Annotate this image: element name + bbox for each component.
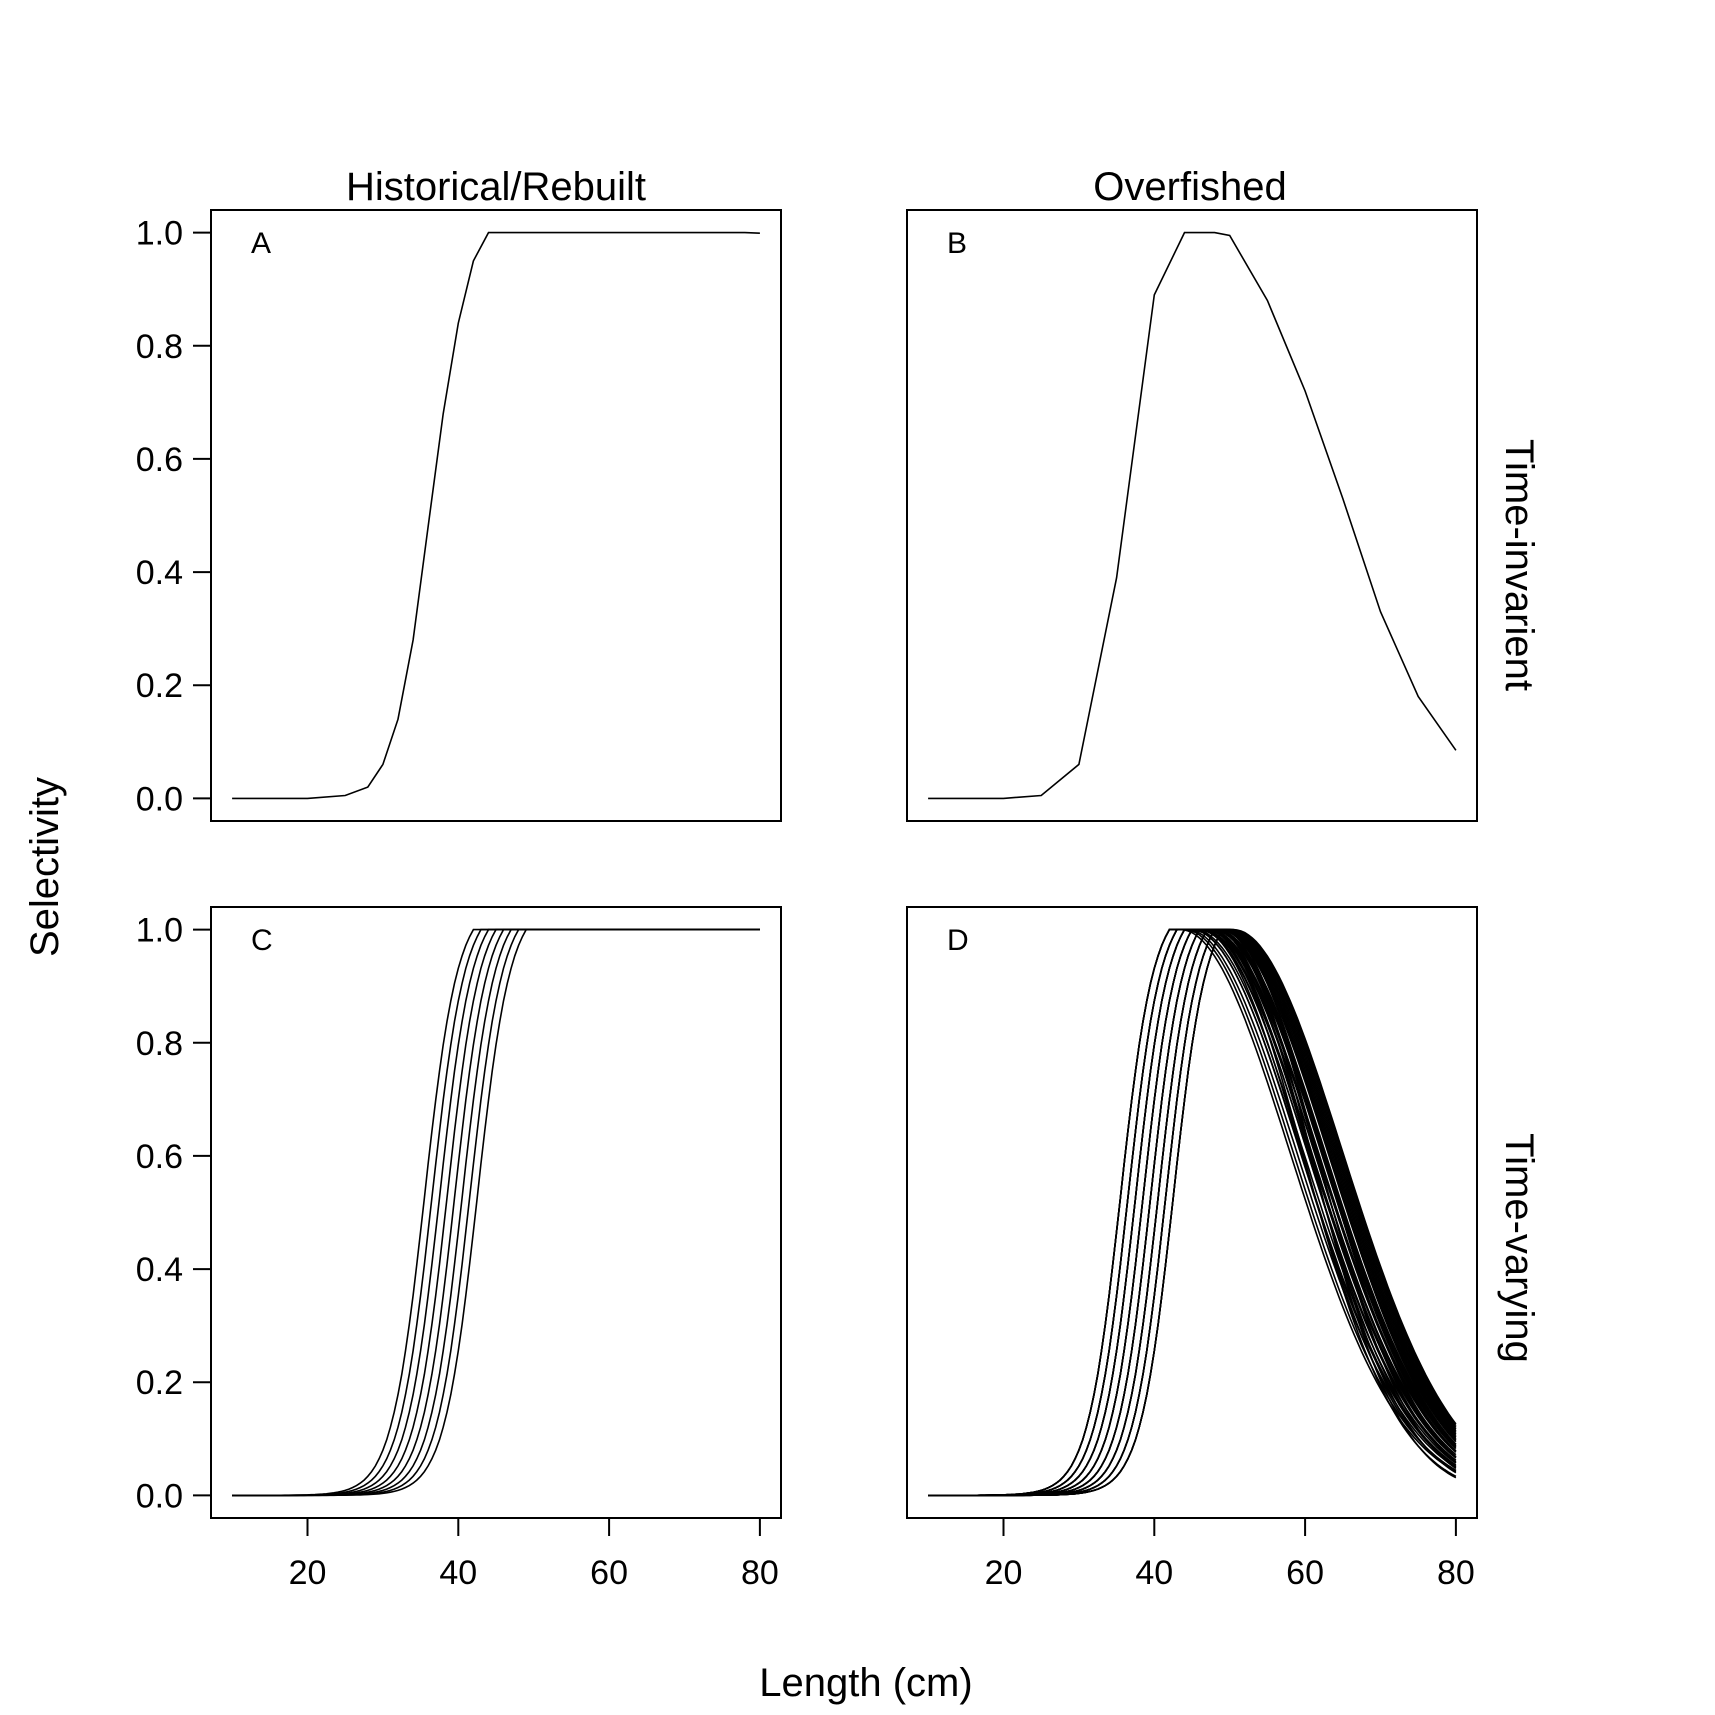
y-tick-label: 0.0: [136, 1477, 183, 1515]
x-tick-label: 60: [1286, 1554, 1324, 1592]
selectivity-curve-b-1: [928, 231, 1457, 800]
y-tick-label: 0.6: [136, 1138, 183, 1176]
x-tick-label: 40: [1135, 1554, 1173, 1592]
panel-a: 0.0 0.2 0.4 0.6 0.8 1.0 A: [136, 209, 782, 822]
column-title-overfished: Overfished: [1093, 165, 1286, 209]
x-tick-label: 60: [590, 1554, 628, 1592]
column-title-historical: Historical/Rebuilt: [346, 165, 646, 209]
plot-frame: [210, 209, 782, 822]
row-title-time-invariant: Time-invarient: [1497, 439, 1541, 691]
panel-b: B: [906, 209, 1478, 822]
x-tick-label: 80: [741, 1554, 779, 1592]
panel-letter: A: [251, 227, 271, 260]
x-tick-label: 40: [439, 1554, 477, 1592]
panel-letter: C: [251, 924, 273, 957]
panel-letter: B: [947, 227, 967, 260]
plot-frame: [906, 906, 1478, 1519]
selectivity-curve-a-1: [232, 231, 760, 800]
panel-d: 20 40 60 80 D: [906, 906, 1478, 1592]
x-axis-title: Length (cm): [759, 1661, 972, 1705]
y-tick-label: 0.6: [136, 441, 183, 479]
selectivity-curve-d-40: [928, 928, 1457, 1497]
panel-letter: D: [947, 924, 969, 957]
panel-c: 0.0 0.2 0.4 0.6 0.8 1.0 20 40 60 80 C: [136, 906, 782, 1592]
y-tick-label: 0.8: [136, 328, 183, 366]
y-tick-label: 0.4: [136, 554, 183, 592]
y-tick-label: 1.0: [136, 912, 183, 950]
y-axis-title: Selectivity: [23, 777, 67, 957]
x-tick-label: 20: [289, 1554, 327, 1592]
y-tick-label: 0.0: [136, 780, 183, 818]
selectivity-curve-c-8: [232, 928, 760, 1497]
y-tick-label: 0.2: [136, 1364, 183, 1402]
y-tick-label: 1.0: [136, 215, 183, 253]
row-title-time-varying: Time-varying: [1497, 1133, 1541, 1363]
plot-frame: [906, 209, 1478, 822]
y-tick-label: 0.4: [136, 1251, 183, 1289]
plot-frame: [210, 906, 782, 1519]
y-tick-label: 0.8: [136, 1025, 183, 1063]
y-tick-label: 0.2: [136, 667, 183, 705]
x-tick-label: 80: [1437, 1554, 1475, 1592]
x-tick-label: 20: [985, 1554, 1023, 1592]
